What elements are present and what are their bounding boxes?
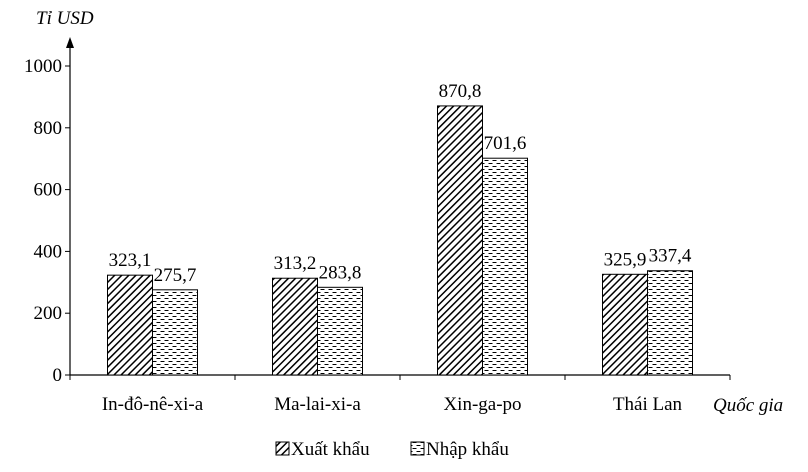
y-axis-title: Tỉ USD [36,8,94,29]
legend-swatch [275,441,290,456]
bar-data-label: 275,7 [154,265,197,286]
bar [437,105,483,376]
y-axis: 0 200 400 600 800 1000 [24,37,74,386]
bar [107,274,153,376]
x-category-label: Thái Lan [613,394,683,415]
x-category-label: Ma-lai-xi-a [274,394,361,415]
x-axis-title: Quốc gia [713,395,783,416]
y-tick-label: 600 [34,180,63,201]
x-category-label: In-đô-nê-xi-a [102,394,204,415]
bar [602,273,648,376]
bar [647,270,693,376]
y-axis-arrow-icon [66,37,74,48]
bar-data-label: 701,6 [484,133,527,154]
bar-data-label: 313,2 [274,253,317,274]
bar [317,286,363,376]
y-tick-label: 800 [34,118,63,139]
y-tick-label: 200 [34,303,63,324]
bar [482,157,528,376]
legend-label: Xuất khẩu [291,439,370,460]
bar-data-label: 870,8 [439,81,482,102]
bar-data-label: 337,4 [649,246,692,267]
legend: Xuất khẩu Nhập khẩu [275,439,509,460]
bar [152,289,198,376]
x-axis: In-đô-nê-xi-a Ma-lai-xi-a Xin-ga-po Thái La… [69,374,731,415]
bars [107,105,693,376]
bar-data-label: 283,8 [319,262,362,283]
y-tick-label: 400 [34,241,63,262]
y-tick-label: 0 [53,365,63,386]
bar-data-label: 323,1 [109,250,152,271]
bar [272,277,318,376]
legend-swatch [410,441,425,456]
legend-label: Nhập khẩu [426,439,509,460]
x-category-label: Xin-ga-po [443,394,521,415]
bar-data-label: 325,9 [604,249,647,270]
y-tick-label: 1000 [24,56,62,77]
